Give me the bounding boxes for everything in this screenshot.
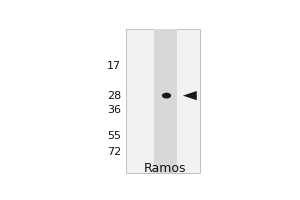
Ellipse shape xyxy=(162,93,171,99)
Bar xyxy=(126,29,200,173)
Text: 72: 72 xyxy=(107,147,121,157)
Text: 55: 55 xyxy=(107,131,121,141)
Text: 36: 36 xyxy=(107,105,121,115)
Text: Ramos: Ramos xyxy=(144,162,187,175)
Bar xyxy=(154,29,177,173)
Text: 17: 17 xyxy=(107,61,121,71)
Polygon shape xyxy=(183,91,197,100)
Text: 28: 28 xyxy=(107,91,121,101)
